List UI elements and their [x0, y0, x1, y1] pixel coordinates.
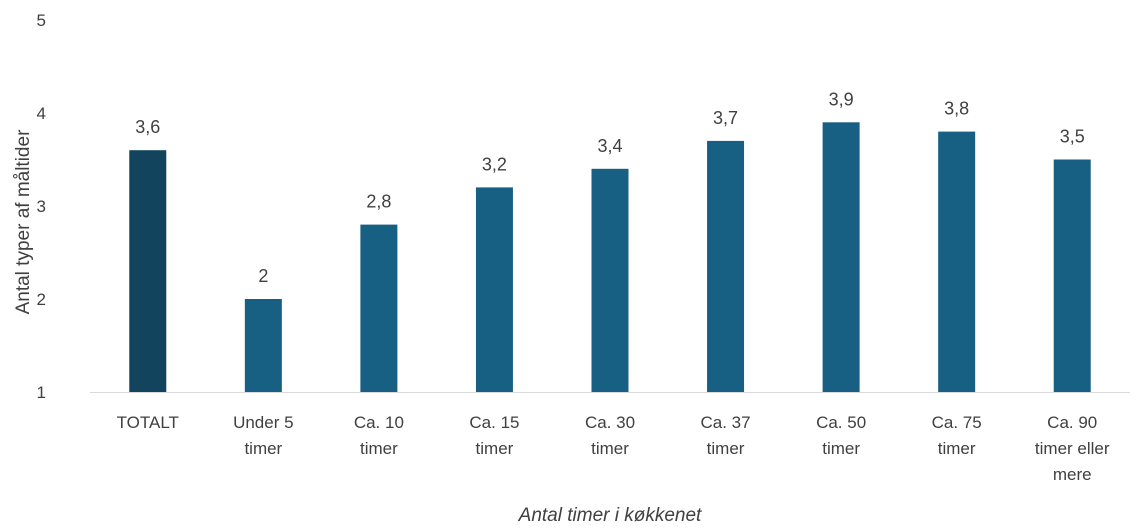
x-tick-label-line: Ca. 30: [585, 413, 635, 432]
x-tick-label: Ca. 90 timer eller mere: [1035, 413, 1110, 484]
x-tick-label-line: Under 5: [233, 413, 293, 432]
data-label: 3,7: [713, 108, 738, 128]
x-tick-label-line: timer: [822, 439, 860, 458]
x-tick-label-line: Ca. 75: [932, 413, 982, 432]
bar: [360, 224, 398, 392]
x-tick-label: Ca. 50 timer: [816, 413, 866, 458]
y-tick-label: 4: [37, 104, 46, 123]
x-axis-title: Antal timer i køkkenet: [518, 505, 702, 526]
data-label: 3,2: [482, 154, 507, 174]
bar: [475, 187, 513, 392]
y-tick-label: 5: [37, 11, 46, 30]
x-tick-label-line: Ca. 90: [1047, 413, 1097, 432]
bar: [244, 299, 282, 392]
data-label: 3,9: [829, 89, 854, 109]
x-tick-label: Ca. 15 timer: [469, 413, 519, 458]
x-tick-label-line: timer: [591, 439, 629, 458]
bar: [1053, 159, 1091, 392]
y-axis-title: Antal typer af måltider: [13, 129, 34, 314]
data-label: 2: [258, 266, 268, 286]
data-label: 3,4: [597, 136, 622, 156]
bar: [938, 131, 976, 392]
bar: [129, 150, 167, 392]
x-tick-label: Ca. 30 timer: [585, 413, 635, 458]
x-tick-label-line: timer: [360, 439, 398, 458]
y-tick-label: 2: [37, 290, 46, 309]
data-labels: 3,6 2 2,8 3,2 3,4 3,7 3,9 3,8 3,5: [135, 89, 1084, 286]
data-label: 3,8: [944, 99, 969, 119]
bar: [591, 168, 629, 392]
data-label: 2,8: [366, 192, 391, 212]
x-tick-label-line: Ca. 37: [701, 413, 751, 432]
x-tick-label-line: timer: [707, 439, 745, 458]
x-tick-label-line: timer eller: [1035, 439, 1110, 458]
x-tick-label: Ca. 37 timer: [701, 413, 751, 458]
y-tick-label: 3: [37, 197, 46, 216]
x-tick-label-line: timer: [476, 439, 514, 458]
x-tick-label-line: mere: [1053, 465, 1092, 484]
x-tick-label-line: timer: [938, 439, 976, 458]
category-labels: TOTALT Under 5 timer Ca. 10 timer Ca. 15 timer…: [117, 413, 1110, 484]
bars: [129, 122, 1091, 393]
x-tick-label: TOTALT: [117, 413, 179, 432]
x-tick-label-line: Ca. 15: [469, 413, 519, 432]
x-tick-label-line: TOTALT: [117, 413, 179, 432]
x-tick-label-line: Ca. 10: [354, 413, 404, 432]
x-tick-label-line: timer: [244, 439, 282, 458]
x-tick-label-line: Ca. 50: [816, 413, 866, 432]
data-label: 3,6: [135, 117, 160, 137]
y-axis-ticks: 1 2 3 4 5: [37, 11, 46, 402]
x-tick-label: Under 5 timer: [233, 413, 293, 458]
bar: [707, 140, 745, 392]
x-tick-label: Ca. 10 timer: [354, 413, 404, 458]
x-tick-label: Ca. 75 timer: [932, 413, 982, 458]
data-label: 3,5: [1060, 127, 1085, 147]
y-tick-label: 1: [37, 383, 46, 402]
bar: [822, 122, 860, 393]
